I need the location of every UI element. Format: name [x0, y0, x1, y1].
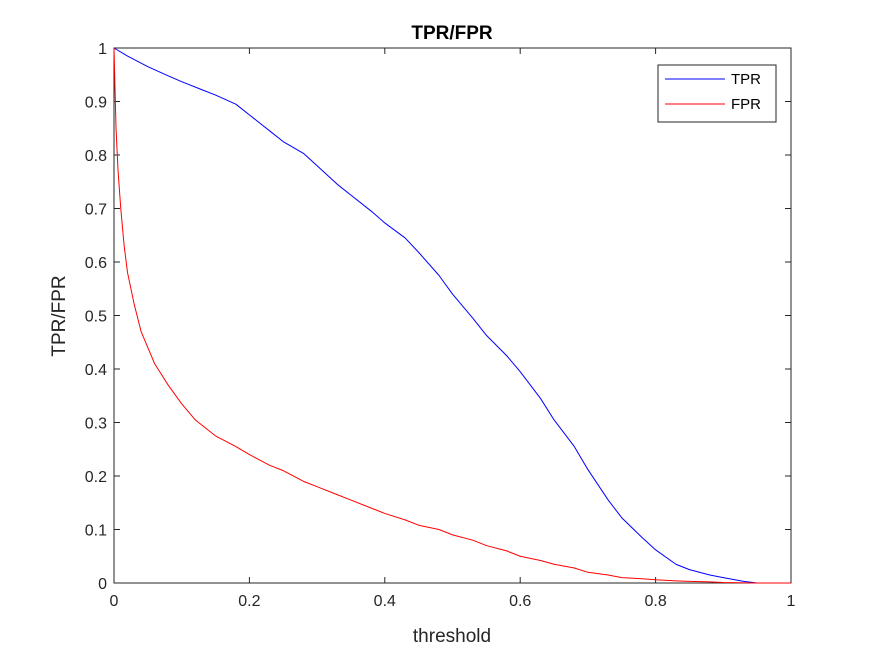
x-tick-label: 0.6: [509, 593, 531, 610]
series-line-tpr: [113, 47, 791, 584]
legend-label-tpr: TPR: [731, 71, 761, 88]
y-tick-label: 0.7: [85, 202, 107, 219]
x-tick-label: 1: [787, 593, 796, 610]
x-tick-label: 0: [110, 593, 119, 610]
x-tick-label: 0.8: [644, 593, 666, 610]
x-axis-label: threshold: [413, 626, 491, 647]
y-axis-label: TPR/FPR: [49, 275, 70, 356]
x-tick-label: 0.2: [238, 593, 260, 610]
x-tick-label: 0.4: [374, 593, 396, 610]
y-tick-label: 0.6: [85, 255, 107, 272]
y-tick-label: 0.8: [85, 148, 107, 165]
plot-area: 0 0.2 0.4 0.6 0.8 1 0 0.1 0.2 0.3 0.4 0.5 0.6 0.7 0.8 0…: [85, 41, 796, 610]
y-tick-label: 0: [98, 576, 107, 593]
y-tick-label: 0.9: [85, 95, 107, 112]
chart-title: TPR/FPR: [411, 23, 493, 44]
y-tick-label: 0.1: [85, 523, 107, 540]
y-tick-label: 0.5: [85, 309, 107, 326]
series-line-fpr: [113, 47, 791, 584]
legend: TPR FPR: [657, 64, 777, 123]
y-tick-label: 0.3: [85, 416, 107, 433]
y-tick-label: 0.4: [85, 362, 107, 379]
y-tick-label: 0.2: [85, 469, 107, 486]
legend-box: [657, 64, 777, 123]
legend-label-fpr: FPR: [731, 96, 761, 113]
axes-box: [113, 47, 792, 584]
y-tick-label: 1: [98, 41, 107, 58]
